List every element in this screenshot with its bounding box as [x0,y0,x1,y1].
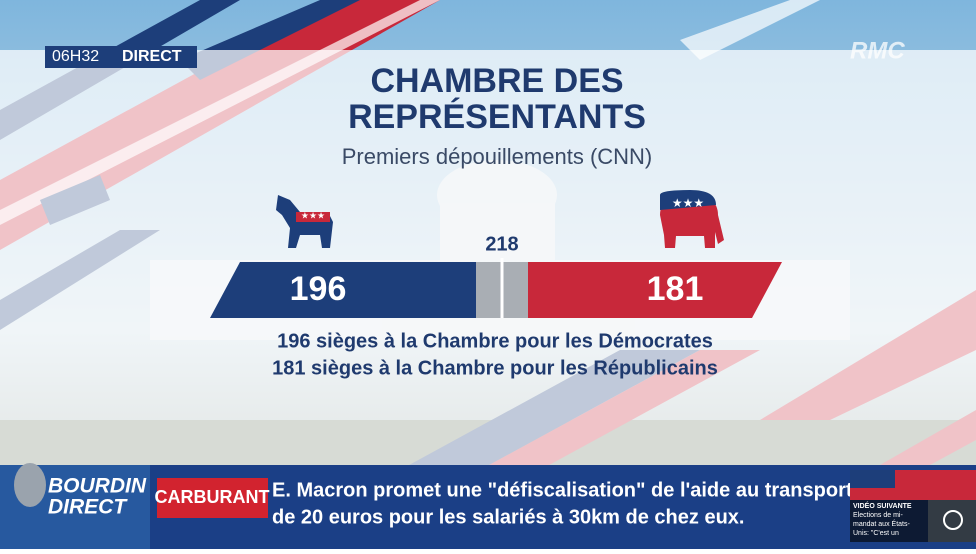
tag: CARBURANT [155,487,270,507]
democrat-bar [210,262,476,318]
headline: de 20 euros pour les salariés à 30km de … [272,506,744,528]
democrat-seats: 196 [290,270,347,308]
result-line: 181 sièges à la Chambre pour les Républi… [272,357,718,379]
next-video-text: Unis: "C'est un [853,530,899,537]
headline: E. Macron promet une "défiscalisation" d… [272,479,853,501]
title-line: CHAMBRE DES [370,62,623,100]
next-video-text: Elections de mi- [853,512,903,519]
show-name: BOURDIN [48,475,147,498]
svg-text:★★★: ★★★ [301,210,325,220]
next-video-text: mandat aux États- [853,519,910,528]
majority-label: 218 [485,233,518,255]
channel-logo: RMC [850,37,905,64]
microphone [14,463,46,507]
panel [0,50,976,465]
republican-icon: ★★★ [660,190,724,248]
next-video-box [850,500,928,542]
subtitle: Premiers dépouillements (CNN) [342,144,653,169]
play-icon [943,510,963,530]
flag-canton [850,470,895,488]
next-video-label: VIDÉO SUIVANTE [853,501,912,510]
show-name: DIRECT [48,496,128,519]
svg-text:★★★: ★★★ [672,196,704,210]
result-line: 196 sièges à la Chambre pour les Démocra… [277,330,713,352]
time: 06H32 [52,48,99,65]
tag-box [157,478,268,518]
democrat-icon: ★★★ [276,195,333,248]
title-line: REPRÉSENTANTS [348,98,646,136]
live-badge [45,46,197,68]
next-video-thumb [928,500,976,542]
live-label: DIRECT [122,48,182,65]
republican-seats: 181 [647,270,704,308]
republican-bar [528,262,782,318]
